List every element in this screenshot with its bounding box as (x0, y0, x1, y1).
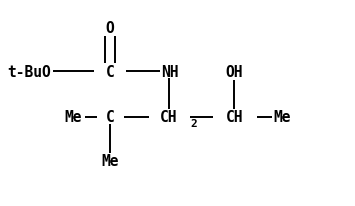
Text: 2: 2 (190, 119, 197, 129)
Text: Me: Me (64, 110, 82, 125)
Text: Me: Me (101, 153, 119, 168)
Text: C: C (106, 65, 114, 80)
Text: CH: CH (225, 110, 243, 125)
Text: NH: NH (162, 65, 179, 80)
Text: O: O (106, 21, 114, 36)
Text: Me: Me (273, 110, 291, 125)
Text: OH: OH (225, 65, 243, 80)
Text: CH: CH (160, 110, 178, 125)
Text: t-BuO: t-BuO (8, 65, 51, 80)
Text: C: C (106, 110, 114, 125)
